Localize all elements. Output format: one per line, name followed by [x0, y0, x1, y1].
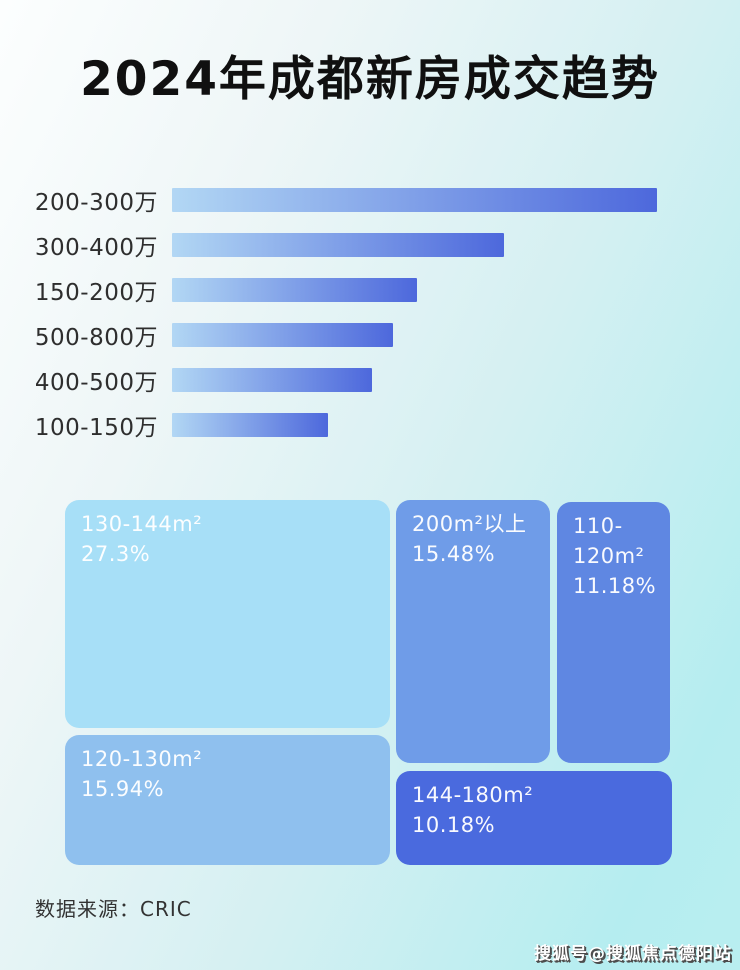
bar-label: 150-200万 [34, 280, 158, 306]
bar-150-200 [172, 278, 417, 302]
treemap-block-value: 15.48% [412, 541, 496, 566]
bar-label: 300-400万 [34, 235, 158, 261]
bar-label: 400-500万 [34, 370, 158, 396]
bar-row: 400-500万 [0, 368, 740, 396]
treemap-block-130-144: 130-144m² 27.3% [65, 500, 390, 728]
treemap-block-120-130: 120-130m² 15.94% [65, 735, 390, 865]
bar-100-150 [172, 413, 328, 437]
price-band-bar-chart: 200-300万 300-400万 150-200万 500-800万 400-… [0, 188, 740, 441]
bar-row: 100-150万 [0, 413, 740, 441]
treemap-block-value: 10.18% [412, 812, 496, 837]
bar-label: 500-800万 [34, 325, 158, 351]
treemap-block-label: 144-180m² [412, 783, 534, 807]
bar-row: 500-800万 [0, 323, 740, 351]
treemap-block-200-plus: 200m²以上 15.48% [396, 500, 550, 763]
bar-label: 100-150万 [34, 415, 158, 441]
treemap-block-110-120: 110-120m² 11.18% [557, 502, 670, 763]
bar-300-400 [172, 233, 504, 257]
sohu-watermark: 搜狐号@搜狐焦点德阳站 [534, 944, 732, 964]
bar-500-800 [172, 323, 393, 347]
bar-label: 200-300万 [34, 190, 158, 216]
treemap-block-144-180: 144-180m² 10.18% [396, 771, 672, 865]
treemap-block-value: 27.3% [81, 541, 151, 566]
treemap-block-label: 110-120m² [573, 514, 645, 568]
bar-row: 200-300万 [0, 188, 740, 216]
bar-200-300 [172, 188, 657, 212]
treemap-block-label: 200m²以上 [412, 512, 527, 536]
treemap-block-label: 120-130m² [81, 747, 203, 771]
page-title: 2024年成都新房成交趋势 [80, 52, 660, 107]
bar-row: 300-400万 [0, 233, 740, 261]
treemap-block-value: 11.18% [573, 573, 657, 598]
treemap-block-value: 15.94% [81, 776, 165, 801]
data-source-label: 数据来源：CRIC [35, 897, 192, 921]
bar-400-500 [172, 368, 372, 392]
treemap-block-label: 130-144m² [81, 512, 203, 536]
bar-row: 150-200万 [0, 278, 740, 306]
unit-size-treemap: 130-144m² 27.3% 120-130m² 15.94% 200m²以上… [65, 500, 672, 865]
